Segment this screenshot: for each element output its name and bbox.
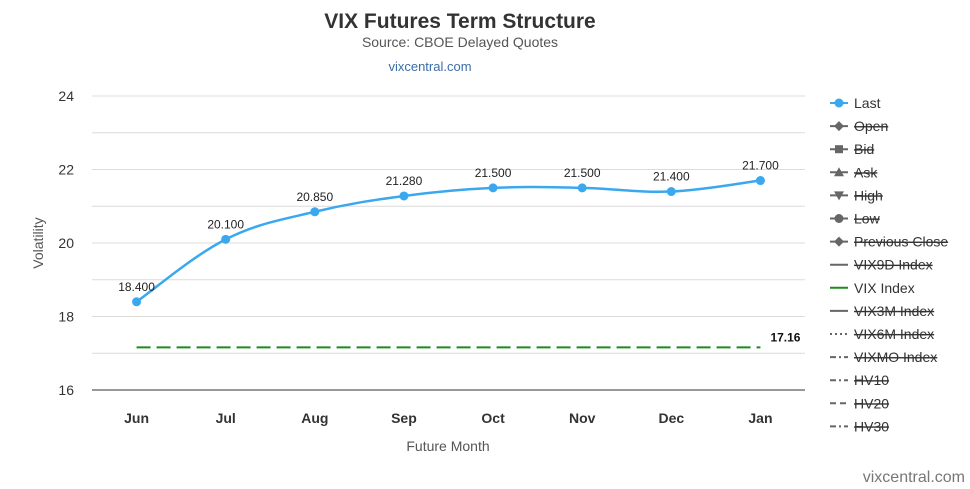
last-data-point[interactable] <box>399 191 409 201</box>
y-tick-label: 24 <box>58 88 74 104</box>
legend-item-ask[interactable]: Ask <box>830 164 878 180</box>
x-tick-label: Jun <box>124 410 149 426</box>
legend-label: Previous Close <box>854 234 948 250</box>
legend-item-vixmo-index[interactable]: VIXMO Index <box>830 349 937 365</box>
legend-item-open[interactable]: Open <box>830 118 888 134</box>
legend-label: HV30 <box>854 418 889 434</box>
x-axis-label: Future Month <box>406 438 489 454</box>
last-data-label: 21.500 <box>475 166 512 180</box>
x-axis-ticks: Jun Jul Aug Sep Oct Nov Dec Jan <box>124 410 772 426</box>
legend-label: HV10 <box>854 372 889 388</box>
y-tick-label: 20 <box>58 235 74 251</box>
x-tick-label: Sep <box>391 410 417 426</box>
legend-label: Last <box>854 95 881 111</box>
source-link[interactable]: vixcentral.com <box>388 59 471 74</box>
legend-triangle-down-icon <box>834 191 844 201</box>
legend-label: VIXMO Index <box>854 349 937 365</box>
last-data-label: 18.400 <box>118 280 155 294</box>
chart-subtitle: Source: CBOE Delayed Quotes <box>362 34 558 50</box>
last-data-point[interactable] <box>488 183 498 193</box>
legend-label: Open <box>854 118 888 134</box>
legend-diamond-icon <box>834 236 844 247</box>
legend-item-last[interactable]: Last <box>830 95 881 111</box>
grid-lines <box>92 95 805 391</box>
x-tick-label: Jan <box>748 410 772 426</box>
last-data-label: 21.500 <box>564 166 601 180</box>
last-data-label: 20.100 <box>207 217 244 231</box>
legend-label: VIX9D Index <box>854 257 933 273</box>
last-data-point[interactable] <box>755 176 765 186</box>
y-axis-ticks: 16 18 20 22 24 <box>58 88 74 398</box>
legend-label: High <box>854 187 883 203</box>
legend-circle-icon <box>834 214 844 223</box>
last-data-label: 21.280 <box>386 174 423 188</box>
legend-label: HV20 <box>854 395 889 411</box>
legend-label: VIX Index <box>854 280 915 296</box>
x-tick-label: Oct <box>481 410 505 426</box>
legend-label: Low <box>854 211 881 227</box>
last-data-point[interactable] <box>577 183 587 193</box>
legend-item-high[interactable]: High <box>830 187 883 203</box>
legend-triangle-icon <box>834 167 844 177</box>
last-data-label: 21.700 <box>742 159 779 173</box>
legend-item-vix9d-index[interactable]: VIX9D Index <box>830 257 933 273</box>
legend-item-vix-index[interactable]: VIX Index <box>830 280 915 296</box>
last-series-line <box>135 179 761 303</box>
chart-title: VIX Futures Term Structure <box>324 10 596 33</box>
last-data-point[interactable] <box>132 297 142 307</box>
x-tick-label: Dec <box>658 410 684 426</box>
legend-label: VIX6M Index <box>854 326 934 342</box>
legend-label: Bid <box>854 141 874 157</box>
legend-label: Ask <box>854 164 878 180</box>
last-data-label: 20.850 <box>296 190 333 204</box>
x-tick-label: Aug <box>301 410 328 426</box>
legend-item-vix6m-index[interactable]: VIX6M Index <box>830 326 934 342</box>
vix-index-label: 17.16 <box>770 330 800 344</box>
legend-item-low[interactable]: Low <box>830 211 881 227</box>
legend: Last Open Bid Ask High Low Previous Close VIX9D… <box>830 95 948 434</box>
legend-diamond-icon <box>834 121 844 132</box>
y-tick-label: 16 <box>58 382 74 398</box>
legend-item-hv10[interactable]: HV10 <box>830 372 889 388</box>
y-tick-label: 18 <box>58 309 74 325</box>
last-data-point[interactable] <box>310 207 320 217</box>
legend-square-icon <box>835 145 843 154</box>
x-tick-label: Nov <box>569 410 596 426</box>
legend-item-hv30[interactable]: HV30 <box>830 418 889 434</box>
legend-circle-icon <box>834 98 844 108</box>
legend-item-vix3m-index[interactable]: VIX3M Index <box>830 303 934 319</box>
y-axis-label: Volatility <box>30 217 46 268</box>
legend-item-previous-close[interactable]: Previous Close <box>830 234 948 250</box>
x-tick-label: Jul <box>216 410 236 426</box>
y-tick-label: 22 <box>58 162 74 178</box>
legend-label: VIX3M Index <box>854 303 934 319</box>
last-data-point[interactable] <box>666 187 676 197</box>
last-data-label: 21.400 <box>653 170 690 184</box>
last-data-point[interactable] <box>221 234 231 244</box>
legend-item-bid[interactable]: Bid <box>830 141 874 157</box>
series-layer: 17.16 18.400 20.100 20.850 21.280 21.500 21.50… <box>118 159 801 349</box>
credit-text[interactable]: vixcentral.com <box>863 469 965 486</box>
legend-item-hv20[interactable]: HV20 <box>830 395 889 411</box>
